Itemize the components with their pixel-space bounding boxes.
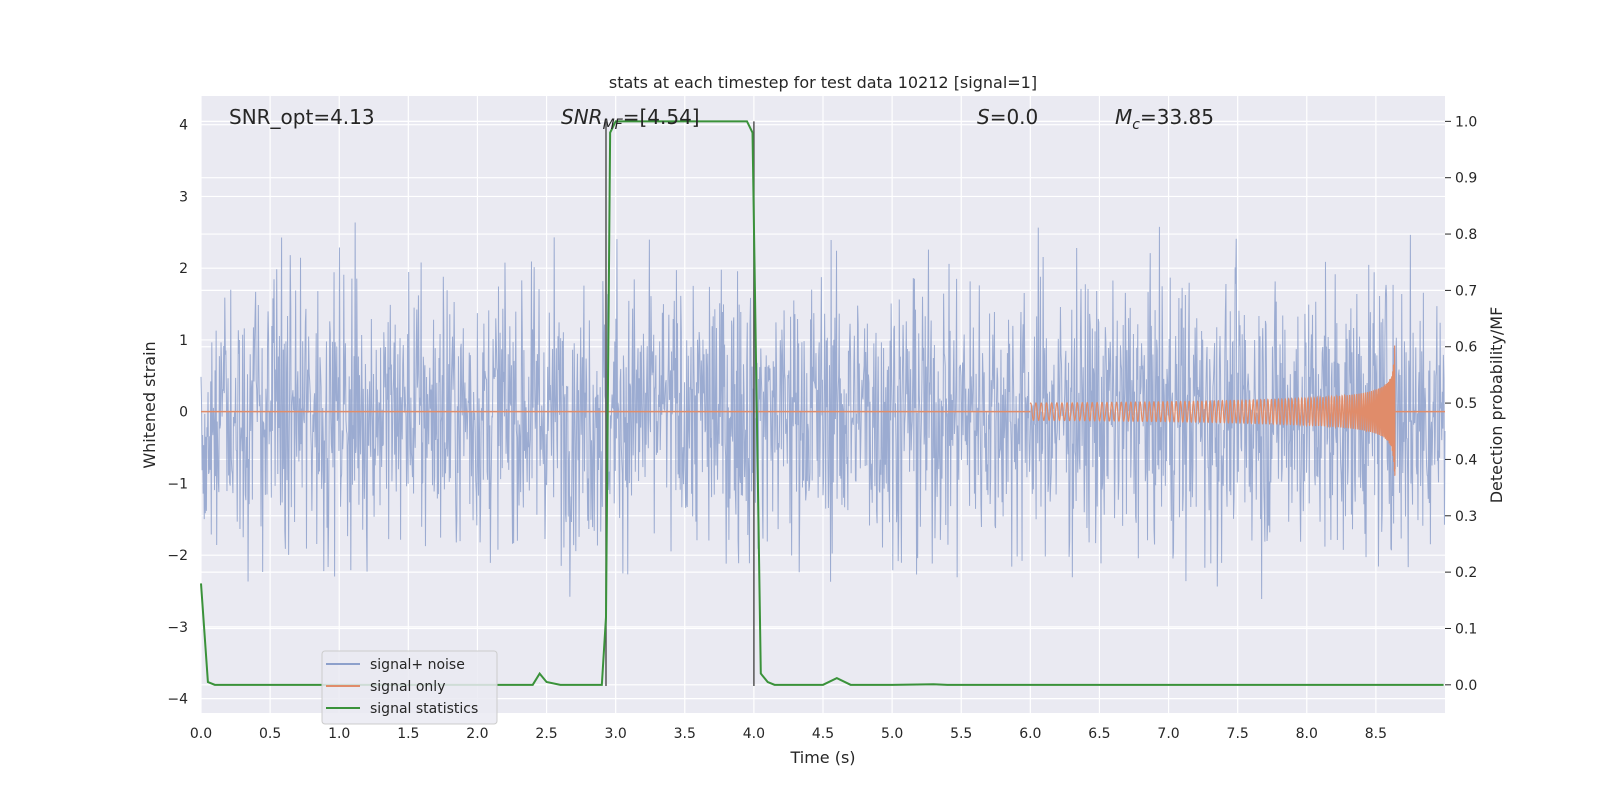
y-right-tick-label: 1.0 <box>1455 114 1477 130</box>
annotation-snr-mf-main: SNR <box>561 105 603 129</box>
y-axis-right-ticks: 1.0 0.9 0.8 0.7 0.6 0.5 0.4 0.3 0.2 0.1 0.0 <box>1445 114 1477 694</box>
y-tick-label: 1 <box>179 333 188 349</box>
signal-statistics-line <box>200 120 1444 686</box>
x-axis-label: Time (s) <box>789 748 855 767</box>
y-right-tick-label: 0.6 <box>1455 340 1477 356</box>
x-tick-label: 0.5 <box>259 726 281 742</box>
y-right-tick-label: 0.0 <box>1455 678 1477 694</box>
y-right-tick-label: 0.5 <box>1455 396 1477 412</box>
y-right-tick-label: 0.2 <box>1455 565 1477 581</box>
y-tick-label: −1 <box>167 476 188 492</box>
x-tick-label: 0.0 <box>190 726 212 742</box>
x-tick-label: 2.0 <box>466 726 488 742</box>
y-tick-label: 3 <box>179 189 188 205</box>
legend-box <box>321 650 498 725</box>
annotation-mc-sub: c <box>1132 117 1140 133</box>
x-tick-label: 1.0 <box>328 726 350 742</box>
signal-only-series <box>201 345 1445 476</box>
x-tick-label: 5.0 <box>881 726 903 742</box>
x-tick-label: 4.0 <box>743 726 765 742</box>
y-tick-label: 2 <box>179 261 188 277</box>
x-tick-label: 8.5 <box>1365 726 1387 742</box>
signal-statistics-series <box>200 120 1444 686</box>
annotation-snr-mf: SNRMF=[4.54] <box>561 105 700 133</box>
annotation-s-main: S <box>977 105 990 129</box>
y-right-tick-label: 0.9 <box>1455 171 1477 187</box>
x-tick-label: 6.5 <box>1088 726 1110 742</box>
x-tick-label: 3.5 <box>674 726 696 742</box>
x-tick-label: 6.0 <box>1019 726 1041 742</box>
y-right-tick-label: 0.8 <box>1455 227 1477 243</box>
x-tick-label: 3.0 <box>605 726 627 742</box>
y-axis-left-ticks: 4 3 2 1 0 −1 −2 −3 −4 <box>167 118 188 708</box>
y-right-tick-label: 0.7 <box>1455 283 1477 299</box>
x-tick-label: 8.0 <box>1296 726 1318 742</box>
legend: signal+ noise signal only signal statist… <box>321 650 498 725</box>
legend-label-signal-only: signal only <box>370 679 445 695</box>
legend-label-signal-noise: signal+ noise <box>370 657 465 673</box>
y-axis-label: Whitened strain <box>140 341 159 468</box>
x-axis-ticks: 0.0 0.5 1.0 1.5 2.0 2.5 3.0 3.5 4.0 4.5 5.0 5.5 6.0 6… <box>190 726 1387 742</box>
y-tick-label: 0 <box>179 405 188 421</box>
annotation-s-value: =0.0 <box>990 105 1039 129</box>
annotation-snr-mf-value: =[4.54] <box>623 105 700 129</box>
legend-label-signal-statistics: signal statistics <box>370 701 478 717</box>
x-tick-label: 2.5 <box>535 726 557 742</box>
annotation-mc-main: M <box>1115 105 1132 129</box>
x-tick-label: 1.5 <box>397 726 419 742</box>
annotation-snr-opt: SNR_opt=4.13 <box>229 105 375 129</box>
annotation-mc-value: =33.85 <box>1140 105 1214 129</box>
y-axis-right-label: Detection probability/MF <box>1487 307 1506 504</box>
y-tick-label: −3 <box>167 620 188 636</box>
annotation-s: S=0.0 <box>977 105 1038 129</box>
x-tick-label: 7.5 <box>1227 726 1249 742</box>
annotation-mc: Mc=33.85 <box>1115 105 1214 133</box>
signal-only-chirp <box>1029 345 1396 476</box>
y-tick-label: −4 <box>167 692 188 708</box>
x-tick-label: 5.5 <box>950 726 972 742</box>
x-tick-label: 4.5 <box>812 726 834 742</box>
annotation-snr-mf-sub: MF <box>603 117 624 133</box>
y-right-tick-label: 0.1 <box>1455 621 1477 637</box>
chart-title: stats at each timestep for test data 102… <box>609 73 1037 92</box>
y-tick-label: 4 <box>179 118 188 134</box>
y-right-tick-label: 0.3 <box>1455 509 1477 525</box>
y-tick-label: −2 <box>167 548 188 564</box>
x-tick-label: 7.0 <box>1157 726 1179 742</box>
y-right-tick-label: 0.4 <box>1455 452 1477 468</box>
